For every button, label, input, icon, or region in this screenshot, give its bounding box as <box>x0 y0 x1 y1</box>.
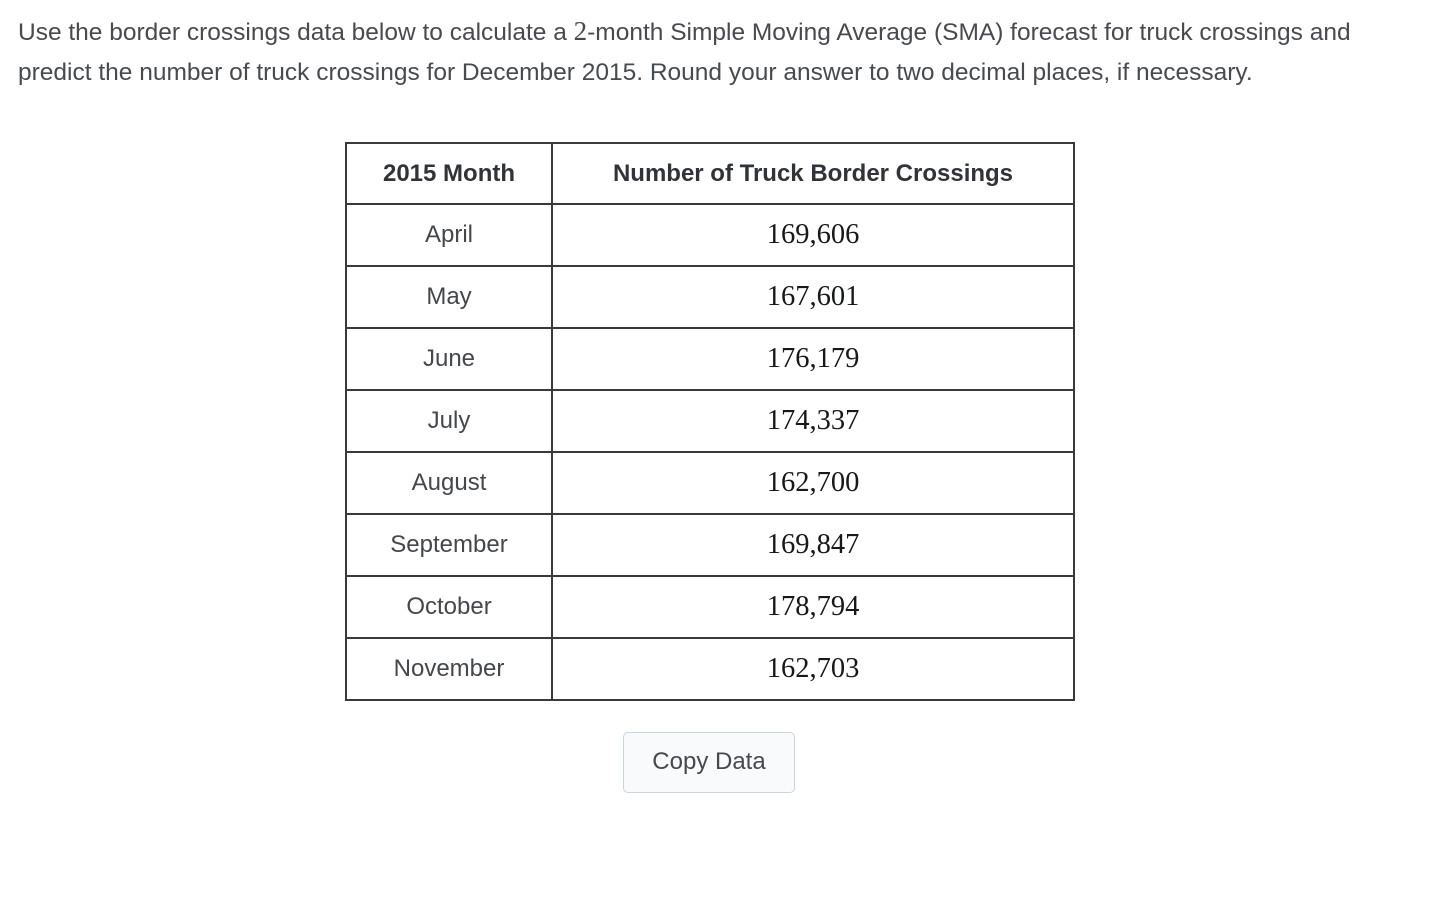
table-row: June 176,179 <box>345 327 1075 391</box>
value-cell: 167,601 <box>551 265 1075 329</box>
question-part1: Use the border crossings data below to c… <box>18 19 574 46</box>
month-cell: June <box>345 327 553 391</box>
button-row: Copy Data <box>345 732 1073 793</box>
table-row: September 169,847 <box>345 513 1075 577</box>
value-cell: 176,179 <box>551 327 1075 391</box>
table-row: April 169,606 <box>345 203 1075 267</box>
value-cell: 169,606 <box>551 203 1075 267</box>
border-crossings-table: 2015 Month Number of Truck Border Crossi… <box>345 142 1075 701</box>
month-cell: November <box>345 637 553 701</box>
month-cell: October <box>345 575 553 639</box>
value-cell: 174,337 <box>551 389 1075 453</box>
question-text: Use the border crossings data below to c… <box>18 12 1416 92</box>
table-row: November 162,703 <box>345 637 1075 701</box>
table-row: August 162,700 <box>345 451 1075 515</box>
table-row: July 174,337 <box>345 389 1075 453</box>
value-cell: 178,794 <box>551 575 1075 639</box>
table-row: October 178,794 <box>345 575 1075 639</box>
month-cell: August <box>345 451 553 515</box>
header-value: Number of Truck Border Crossings <box>551 142 1075 205</box>
value-cell: 162,703 <box>551 637 1075 701</box>
question-part2: -month Simple Moving Average (SMA) forec… <box>18 19 1351 86</box>
table-section: 2015 Month Number of Truck Border Crossi… <box>345 142 1075 793</box>
header-month: 2015 Month <box>345 142 553 205</box>
sma-number: 2 <box>573 16 588 46</box>
copy-data-button[interactable]: Copy Data <box>623 732 795 793</box>
table-header-row: 2015 Month Number of Truck Border Crossi… <box>345 142 1075 205</box>
month-cell: May <box>345 265 553 329</box>
month-cell: September <box>345 513 553 577</box>
month-cell: April <box>345 203 553 267</box>
table-row: May 167,601 <box>345 265 1075 329</box>
month-cell: July <box>345 389 553 453</box>
value-cell: 162,700 <box>551 451 1075 515</box>
page: Use the border crossings data below to c… <box>18 12 1416 793</box>
value-cell: 169,847 <box>551 513 1075 577</box>
